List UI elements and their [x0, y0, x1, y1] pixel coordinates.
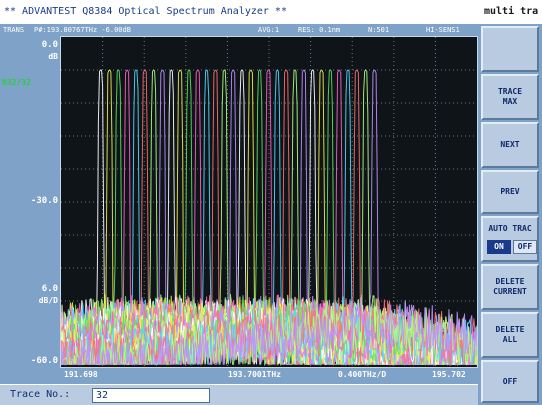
trace-entry-bar: Trace No.: [0, 384, 478, 405]
y-axis-bottom-value: -60.0 [30, 356, 58, 366]
averaging-readout: AVG:1 [258, 26, 280, 34]
channel-trace [61, 69, 477, 366]
sensitivity-readout: HI-SENS1 [426, 26, 460, 34]
softkey-blank[interactable] [481, 26, 539, 72]
delete-current-line2: CURRENT [493, 287, 527, 296]
spectrum-chart [61, 37, 477, 367]
trace-count-tag: N32/32 [2, 78, 31, 87]
y-axis-top-value: 0.0 [41, 40, 58, 50]
auto-trace-label: AUTO TRAC [488, 224, 532, 233]
auto-trace-off-toggle[interactable]: OFF [513, 240, 537, 254]
y-axis-panel: 0.0 dB N32/32 -30.0 6.0 dB/D -60.0 [0, 36, 60, 368]
softkey-panel: TRACE MAX NEXT PREV AUTO TRAC ON OFF DEL… [478, 24, 542, 405]
trace-max-line1: TRACE [497, 87, 523, 96]
window-title: ** ADVANTEST Q8384 Optical Spectrum Anal… [0, 0, 478, 24]
delete-current-button[interactable]: DELETE CURRENT [481, 264, 539, 310]
off-button[interactable]: OFF [481, 360, 539, 403]
channel-trace [61, 69, 477, 367]
y-axis-scale-value: 6.0 [41, 284, 58, 294]
mode-indicator: TRANS [3, 26, 25, 34]
x-axis-bar: 191.698 193.7001THz 0.400THz/D 195.702 [60, 368, 478, 382]
trace-max-button[interactable]: TRACE MAX [481, 74, 539, 120]
x-axis-center: 193.7001THz [228, 370, 281, 379]
y-axis-scale-unit: dB/D [38, 296, 58, 305]
y-axis-top-unit: dB [48, 52, 58, 61]
softkey-menu-title: multi tra [478, 0, 542, 24]
auto-trace-group: AUTO TRAC ON OFF [481, 216, 539, 262]
status-bar: TRANS P#:193.80767THz -6.00dB AVG:1 RES:… [0, 24, 478, 36]
next-button[interactable]: NEXT [481, 122, 539, 168]
marker-readout: P#:193.80767THz -6.00dB [34, 26, 131, 34]
delete-all-button[interactable]: DELETE ALL [481, 312, 539, 358]
resolution-readout: RES: 0.1nm [298, 26, 341, 34]
auto-trace-on-toggle[interactable]: ON [487, 240, 511, 254]
trace-number-label: Trace No.: [10, 389, 71, 400]
x-axis-start: 191.698 [64, 370, 98, 379]
delete-all-line1: DELETE [495, 325, 525, 334]
trace-max-line2: MAX [502, 97, 518, 106]
points-readout: N:501 [368, 26, 390, 34]
spectrum-plot[interactable] [60, 36, 478, 368]
x-axis-stop: 195.702 [432, 370, 466, 379]
prev-button[interactable]: PREV [481, 170, 539, 214]
y-axis-mid-value: -30.0 [30, 196, 58, 206]
trace-number-input[interactable] [92, 388, 210, 403]
x-axis-span: 0.400THz/D [338, 370, 387, 379]
delete-all-line2: ALL [502, 335, 518, 344]
delete-current-line1: DELETE [495, 277, 525, 286]
